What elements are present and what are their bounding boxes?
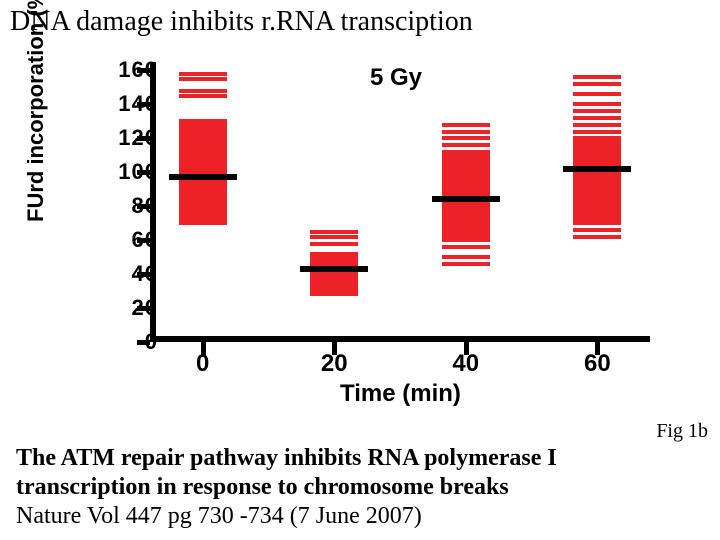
median-bar [169,174,237,180]
data-point [573,116,621,120]
x-tick-label: 40 [452,350,479,378]
data-point [573,75,621,79]
data-point [573,150,621,154]
data-point [573,92,621,96]
caption-line-1: The ATM repair pathway inhibits RNA poly… [16,444,706,473]
data-point [573,82,621,86]
data-point [573,109,621,113]
y-tick-label: 20 [132,295,158,321]
data-point [573,235,621,239]
median-bar [563,166,631,172]
x-axis-label: Time (min) [340,380,461,408]
data-point [310,242,358,246]
x-tick-label: 0 [196,350,209,378]
data-point [442,255,490,259]
data-point [442,262,490,266]
data-point [573,228,621,232]
caption: The ATM repair pathway inhibits RNA poly… [16,444,706,530]
data-point [179,72,227,76]
data-point [310,252,358,256]
data-point [573,130,621,134]
data-point [442,228,490,232]
data-point [442,245,490,249]
data-point [442,167,490,171]
data-point [310,230,358,234]
data-point [442,123,490,127]
y-tick-label: 60 [132,227,158,253]
y-tick-label: 0 [145,329,158,355]
data-point [442,150,490,154]
x-tick-label: 20 [321,350,348,378]
y-tick-label: 80 [132,193,158,219]
data-point [442,136,490,140]
y-tick-label: 40 [132,261,158,287]
data-point [442,180,490,184]
y-tick-label: 120 [118,125,158,151]
data-point [573,180,621,184]
page-title: DNA damage inhibits r.RNA transciption [10,6,473,38]
data-point [442,143,490,147]
data-point [179,119,227,123]
caption-line-3: Nature Vol 447 pg 730 -734 (7 June 2007) [16,502,706,531]
data-point [179,94,227,98]
y-axis-label: FUrd incorporation (%) [23,0,49,222]
data-point [310,292,358,296]
caption-line-2: transcription in response to chromosome … [16,473,706,502]
data-point [179,77,227,81]
data-point [442,214,490,218]
figure-label: Fig 1b [656,420,708,443]
y-tick-label: 140 [118,91,158,117]
y-tick-label: 160 [118,57,158,83]
data-point [310,235,358,239]
median-bar [300,266,368,272]
x-axis [150,336,650,342]
y-tick-label: 100 [118,159,158,185]
data-point [179,89,227,93]
data-point [442,130,490,134]
median-bar [432,196,500,202]
data-point [179,133,227,137]
data-point [179,150,227,154]
chart-container: FUrd incorporation (%) Time (min) 5 Gy 0… [40,52,680,392]
data-point [179,214,227,218]
data-point [573,123,621,127]
x-tick-label: 60 [584,350,611,378]
plot-area [150,62,650,342]
data-point [573,102,621,106]
data-point [573,136,621,140]
data-point [573,214,621,218]
